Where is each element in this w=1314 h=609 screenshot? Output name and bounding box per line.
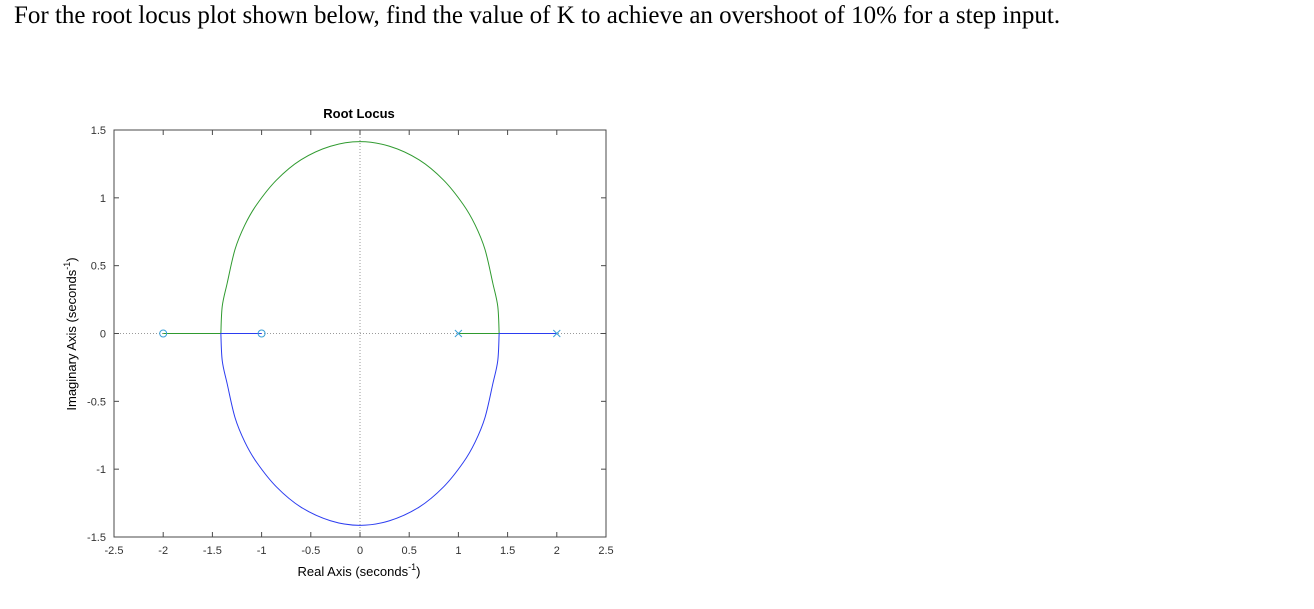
pole-marker [552,329,561,338]
y-tick-label: -1.5 [87,532,106,544]
x-axis-label-sup: -1 [408,562,416,572]
question-text: For the root locus plot shown below, fin… [14,2,1061,29]
plot-layer: -2.5 -2 -1.5 -1 -0.5 0 0.5 1 1.5 2 2.5 1.5 1 0.5 0 -0.5… [87,125,614,557]
x-tick-label: 2 [554,545,560,557]
x-tick-label: -1 [257,545,267,557]
y-tick-label: 1.5 [91,125,106,137]
y-tick-label: 0.5 [91,261,106,273]
x-axis-label: Real Axis (seconds-1) [298,562,421,579]
zero-marker [257,329,266,338]
pole-marker [454,329,463,338]
chart-title: Root Locus [323,106,395,121]
x-tick-label: 2.5 [598,545,613,557]
x-tick-label: -1.5 [203,545,222,557]
x-tick-label: -2 [158,545,168,557]
y-axis-label-sup: -1 [62,262,72,270]
x-tick-label: -0.5 [301,545,320,557]
y-tick-label: -0.5 [87,396,106,408]
y-tick-label: 1 [100,193,106,205]
locus-branch-green [163,141,500,334]
y-axis-label: Imaginary Axis (seconds-1) [62,257,79,410]
x-axis-label-main: Real Axis (seconds [298,564,409,579]
x-tick-label: 0 [357,545,363,557]
x-axis-label-end: ) [416,564,420,579]
x-tick-label: 1.5 [500,545,515,557]
y-tick-label: 0 [100,329,106,341]
y-axis-label-main: Imaginary Axis (seconds [64,269,79,410]
x-tick-label: -2.5 [105,545,124,557]
locus-branch-blue [220,333,557,526]
y-tick-label: -1 [96,464,106,476]
x-tick-label: 1 [455,545,461,557]
zero-marker [159,329,168,338]
y-axis-label-end: ) [64,257,79,261]
x-tick-label: 0.5 [402,545,417,557]
